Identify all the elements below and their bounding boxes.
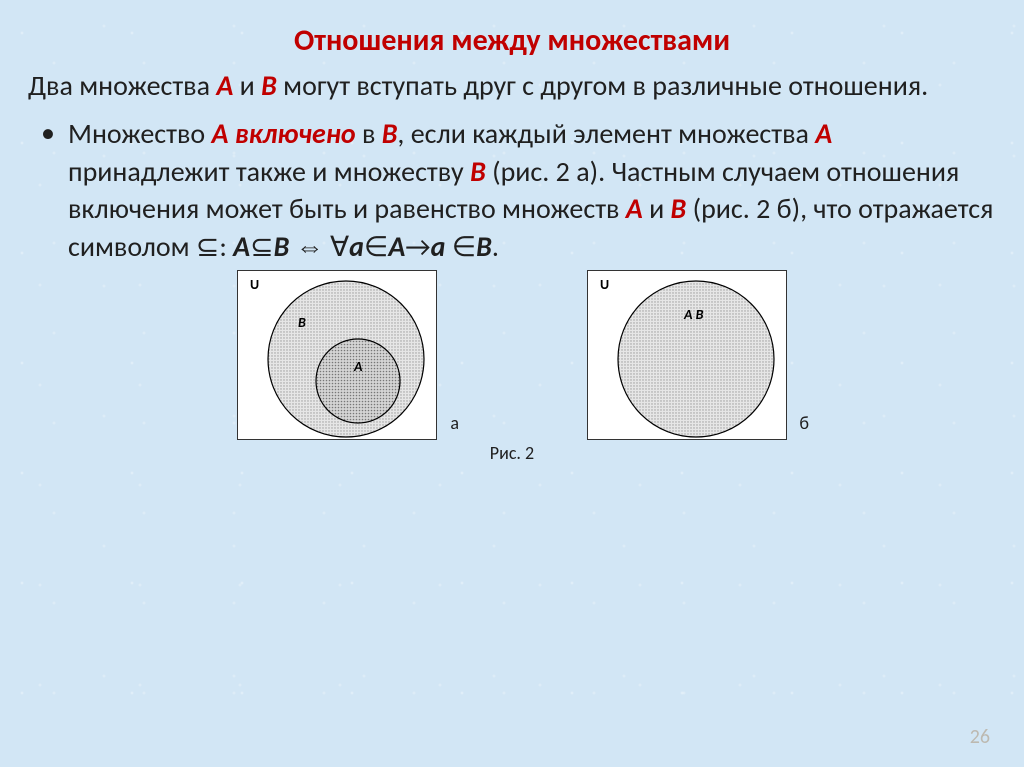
bullet-marker: •	[28, 115, 68, 266]
figure-caption: Рис. 2	[28, 442, 996, 464]
figure-b-label: б	[799, 412, 809, 434]
figure-b: UA B б	[587, 270, 787, 440]
bullet-text: Множество А включено в В, если каждый эл…	[68, 115, 996, 266]
svg-text:U: U	[600, 276, 609, 293]
venn-b-svg: U A B	[588, 271, 788, 441]
figure-a-box: U B A	[237, 270, 437, 440]
figure-b-box: U A B	[587, 270, 787, 440]
figure-row: U B A а U A B б	[28, 270, 996, 440]
bullet-item: • Множество А включено в В, если каждый …	[28, 115, 996, 266]
svg-text:A B: A B	[683, 306, 704, 323]
intro-paragraph: Два множества А и В могут вступать друг …	[28, 67, 996, 105]
page-number: 26	[970, 725, 990, 749]
slide-title: Отношения между множествами	[28, 22, 996, 59]
figure-a: UBA а	[237, 270, 437, 440]
venn-a-svg: U B A	[238, 271, 438, 441]
svg-text:A: A	[353, 358, 363, 375]
figure-a-label: а	[450, 412, 459, 434]
svg-text:B: B	[298, 314, 306, 331]
svg-text:U: U	[250, 276, 259, 293]
